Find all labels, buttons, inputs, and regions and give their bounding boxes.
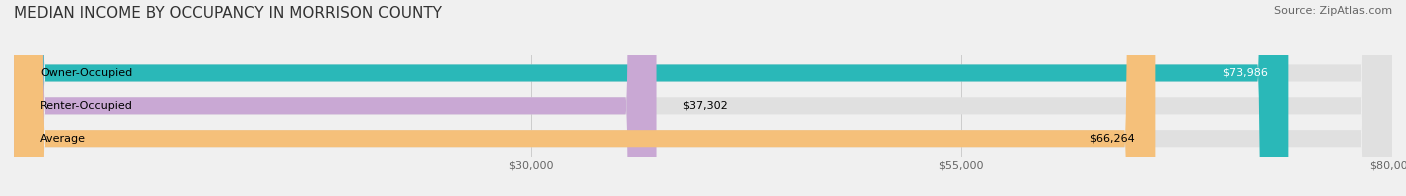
Text: MEDIAN INCOME BY OCCUPANCY IN MORRISON COUNTY: MEDIAN INCOME BY OCCUPANCY IN MORRISON C… [14, 6, 441, 21]
FancyBboxPatch shape [14, 0, 1156, 196]
Text: Renter-Occupied: Renter-Occupied [39, 101, 132, 111]
Text: Source: ZipAtlas.com: Source: ZipAtlas.com [1274, 6, 1392, 16]
FancyBboxPatch shape [14, 0, 1288, 196]
FancyBboxPatch shape [14, 0, 1392, 196]
Text: $73,986: $73,986 [1222, 68, 1268, 78]
Text: $37,302: $37,302 [682, 101, 728, 111]
Text: $66,264: $66,264 [1088, 134, 1135, 144]
Text: Owner-Occupied: Owner-Occupied [39, 68, 132, 78]
Text: Average: Average [39, 134, 86, 144]
FancyBboxPatch shape [14, 0, 1392, 196]
FancyBboxPatch shape [14, 0, 657, 196]
FancyBboxPatch shape [14, 0, 1392, 196]
